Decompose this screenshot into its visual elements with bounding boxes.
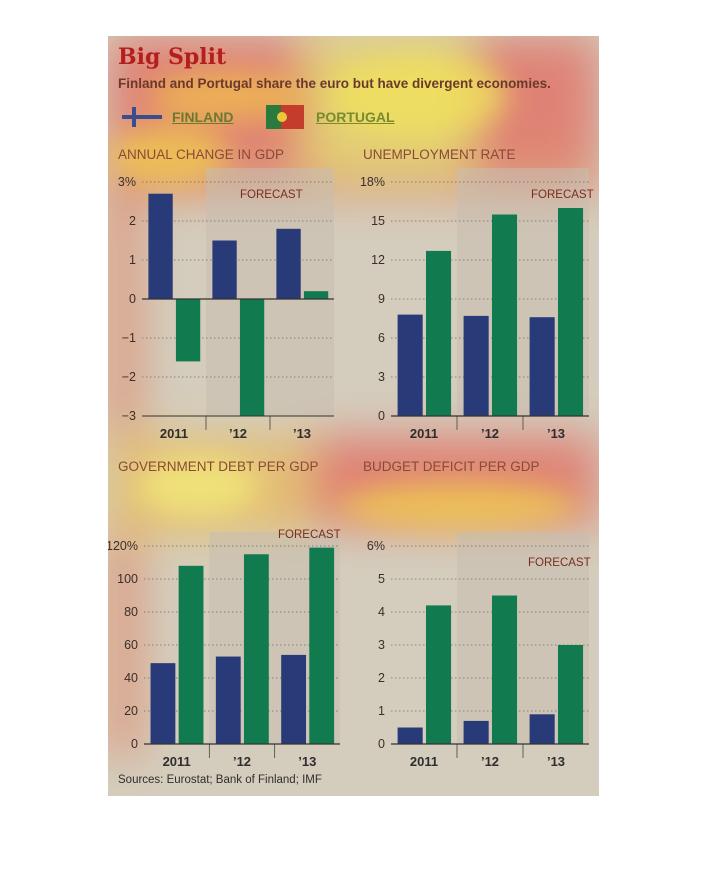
x-tick-label: ’12 [481, 754, 499, 769]
finland-bar [281, 654, 307, 744]
forecast-label: FORECAST [528, 557, 591, 569]
y-tick-label: −1 [122, 331, 136, 345]
x-tick-label: ’12 [233, 754, 251, 769]
y-tick-label: 6% [367, 539, 385, 553]
finland-bar [397, 727, 423, 744]
y-tick-label: 80 [124, 605, 138, 619]
legend-finland-label: FINLAND [172, 109, 234, 125]
x-tick-label: 2011 [410, 426, 438, 441]
portugal-bar [491, 214, 518, 416]
y-tick-label: 0 [131, 737, 138, 751]
legend-finland: FINLAND [122, 104, 233, 130]
y-tick-label: 3 [378, 638, 385, 652]
finland-bar [212, 240, 237, 299]
x-tick-label: ’13 [298, 754, 316, 769]
forecast-label: FORECAST [531, 189, 594, 201]
finland-bar [463, 720, 489, 744]
x-tick-label: ’13 [547, 754, 565, 769]
portugal-bar [425, 605, 452, 744]
forecast-label: FORECAST [240, 189, 303, 201]
y-tick-label: 1 [378, 704, 385, 718]
x-tick-label: ’12 [229, 426, 247, 441]
x-tick-label: ’12 [481, 426, 499, 441]
y-tick-label: 4 [378, 605, 385, 619]
forecast-label: FORECAST [278, 529, 341, 541]
y-tick-label: −2 [122, 370, 136, 384]
panel-title-gdp: ANNUAL CHANGE IN GDP [118, 147, 285, 162]
portugal-bar [178, 565, 204, 744]
y-tick-label: 0 [129, 292, 136, 306]
chart-title: Big Split [118, 44, 227, 70]
finland-bar [529, 714, 555, 744]
finland-bar [529, 317, 555, 416]
portugal-bar [239, 299, 265, 416]
y-tick-label: 40 [124, 671, 138, 685]
portugal-bar [557, 645, 584, 744]
y-tick-label: 100 [117, 572, 138, 586]
y-tick-label: 9 [378, 292, 385, 306]
finland-bar [150, 663, 176, 744]
x-tick-label: ’13 [293, 426, 311, 441]
y-tick-label: 6 [378, 331, 385, 345]
y-tick-label: 120% [108, 539, 138, 553]
finland-bar [463, 315, 489, 416]
legend-portugal: PORTUGAL [266, 104, 395, 130]
y-tick-label: 12 [371, 253, 385, 267]
portugal-bar [243, 554, 269, 744]
chart-subtitle: Finland and Portugal share the euro but … [118, 76, 551, 91]
portugal-bar [425, 250, 452, 416]
x-tick-label: 2011 [160, 426, 188, 441]
finland-bar [276, 228, 301, 299]
y-tick-label: 0 [378, 737, 385, 751]
chart-annual-gdp: 3% 2 1 0 −1 −2 −3 2011 ’12 ’13 FORECAST [118, 168, 334, 441]
panel-title-debt: GOVERNMENT DEBT PER GDP [118, 459, 319, 474]
panel-title-deficit: BUDGET DEFICIT PER GDP [363, 459, 540, 474]
portugal-bar [491, 595, 518, 744]
portugal-flag-icon [266, 105, 304, 129]
y-tick-label: 15 [371, 214, 385, 228]
legend-portugal-label: PORTUGAL [316, 109, 395, 125]
y-tick-label: 2 [129, 214, 136, 228]
y-tick-label: 2 [378, 671, 385, 685]
chart-government-debt: 120% 100 80 60 40 20 0 2011 ’12 ’13 FORECAST [108, 529, 341, 769]
chart-budget-deficit: 6% 5 4 3 2 1 0 2011 ’12 ’13 FORECAST [367, 532, 591, 769]
infographic-card: Big Split Finland and Portugal share the… [108, 36, 599, 796]
portugal-bar [309, 547, 335, 744]
x-tick-label: 2011 [410, 754, 438, 769]
x-tick-label: 2011 [163, 754, 191, 769]
y-tick-label: 5 [378, 572, 385, 586]
finland-bar [397, 314, 423, 416]
y-tick-label: −3 [122, 409, 136, 423]
portugal-bar [175, 299, 201, 362]
y-tick-label: 20 [124, 704, 138, 718]
finland-bar [148, 193, 173, 299]
source-note: Sources: Eurostat; Bank of Finland; IMF [118, 774, 322, 786]
y-tick-label: 60 [124, 638, 138, 652]
x-tick-label: ’13 [547, 426, 565, 441]
y-tick-label: 3 [378, 370, 385, 384]
y-tick-label: 3% [118, 175, 136, 189]
finland-bar [215, 656, 241, 744]
portugal-bar [303, 291, 329, 299]
y-tick-label: 0 [378, 409, 385, 423]
y-tick-label: 18% [360, 175, 385, 189]
panel-title-unemployment: UNEMPLOYMENT RATE [363, 147, 516, 162]
portugal-bar [557, 208, 584, 416]
chart-unemployment: 18% 15 12 9 6 3 0 2011 ’12 ’13 FORECAST [360, 168, 594, 441]
y-tick-label: 1 [129, 253, 136, 267]
finland-flag-icon [122, 104, 162, 130]
